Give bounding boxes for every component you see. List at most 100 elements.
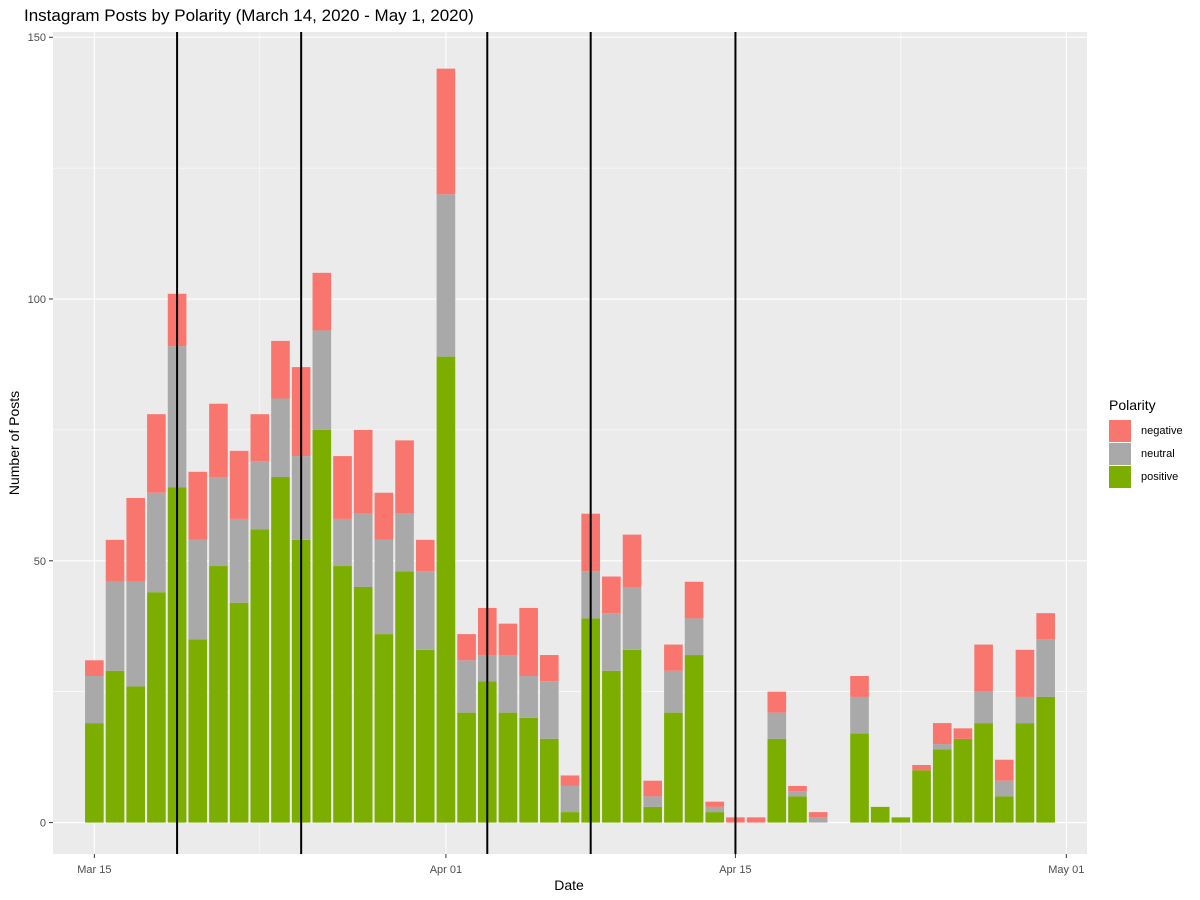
bar-neutral (126, 581, 146, 687)
legend-label-positive: positive (1141, 470, 1179, 483)
y-tick-label: 100 (28, 294, 46, 306)
chart-title: Instagram Posts by Polarity (March 14, 2… (24, 6, 474, 25)
bar-positive (498, 712, 518, 823)
bar-positive (395, 571, 414, 823)
bar-positive (457, 712, 476, 823)
bar-positive (622, 649, 642, 823)
bar-positive (912, 770, 931, 823)
bar-neutral (436, 194, 456, 357)
y-tick-label: 150 (28, 32, 46, 44)
bar-negative (912, 764, 931, 771)
bar-negative (788, 785, 807, 792)
bar-positive (684, 655, 704, 823)
bar-neutral (457, 660, 476, 713)
bar-negative (457, 634, 476, 661)
bar-negative (746, 817, 766, 823)
bar-positive (353, 586, 373, 823)
bar-neutral (622, 586, 642, 650)
bar-negative (85, 660, 104, 676)
bar-negative (271, 340, 290, 399)
bar-negative (229, 450, 249, 519)
bar-positive (126, 686, 146, 823)
x-tick-label: May 01 (1048, 864, 1084, 876)
bar-neutral (415, 571, 435, 650)
bar-neutral (788, 791, 807, 797)
bar-neutral (932, 744, 952, 750)
bar-positive (891, 817, 911, 823)
bar-neutral (643, 796, 663, 807)
bar-neutral (333, 518, 352, 567)
bars (85, 68, 1055, 823)
bar-positive (85, 723, 104, 823)
bar-neutral (808, 817, 828, 823)
bar-positive (994, 796, 1014, 823)
x-axis-title: Date (554, 877, 584, 893)
bar-neutral (1015, 696, 1035, 724)
bar-negative (643, 780, 663, 797)
bar-negative (333, 456, 352, 519)
bar-negative (519, 607, 538, 676)
bar-neutral (374, 539, 394, 635)
bar-negative (415, 539, 435, 572)
bar-neutral (994, 780, 1014, 797)
bar-neutral (974, 691, 993, 724)
bar-positive (271, 477, 290, 823)
legend-swatch-negative (1109, 419, 1131, 442)
bar-positive (333, 566, 352, 823)
bar-neutral (540, 681, 559, 739)
bar-negative (147, 414, 166, 493)
bar-neutral (519, 675, 538, 718)
bar-positive (540, 738, 559, 823)
bar-negative (560, 775, 580, 786)
bar-negative (953, 728, 973, 739)
bar-neutral (602, 613, 621, 671)
bar-negative (850, 675, 869, 697)
bar-negative (767, 691, 787, 713)
bar-neutral (850, 696, 869, 734)
bar-negative (540, 655, 559, 682)
bar-positive (850, 733, 869, 823)
bar-positive (932, 749, 952, 823)
bar-neutral (353, 513, 373, 587)
legend-label-negative: negative (1141, 424, 1183, 437)
bar-negative (250, 414, 270, 462)
bar-positive (870, 806, 890, 823)
legend-item-positive: positive (1109, 465, 1183, 488)
bar-negative (684, 581, 704, 619)
bar-positive (209, 566, 228, 823)
bar-negative (622, 534, 642, 587)
bar-positive (1036, 696, 1055, 823)
bar-neutral (188, 539, 208, 640)
bar-negative (664, 644, 683, 671)
bar-neutral (1036, 639, 1055, 697)
bar-positive (560, 812, 580, 823)
bar-neutral (105, 581, 125, 671)
legend-label-neutral: neutral (1141, 447, 1175, 460)
bar-negative (994, 759, 1014, 781)
bar-negative (374, 492, 394, 540)
bar-neutral (767, 712, 787, 739)
bar-positive (953, 738, 973, 823)
legend-item-neutral: neutral (1109, 442, 1183, 465)
bar-positive (643, 806, 663, 823)
bar-negative (1015, 649, 1035, 697)
bar-negative (353, 429, 373, 514)
bar-negative (105, 539, 125, 582)
bar-negative (395, 440, 414, 514)
bar-positive (188, 639, 208, 823)
bar-positive (602, 670, 621, 823)
x-tick-label: Apr 15 (719, 864, 751, 876)
bar-neutral (147, 492, 166, 593)
bar-neutral (209, 477, 228, 567)
bar-neutral (560, 785, 580, 813)
x-tick-label: Mar 15 (77, 864, 111, 876)
bar-negative (436, 68, 456, 195)
legend-title: Polarity (1109, 397, 1156, 413)
legend-swatch-positive (1109, 465, 1131, 488)
y-axis-title: Number of Posts (6, 391, 22, 495)
bar-positive (767, 738, 787, 823)
axes: 0 50 100 150 Mar 15 Apr 01 Apr 15 May 01 (28, 32, 1085, 876)
y-tick-label: 50 (34, 556, 46, 568)
bar-neutral (705, 806, 725, 813)
